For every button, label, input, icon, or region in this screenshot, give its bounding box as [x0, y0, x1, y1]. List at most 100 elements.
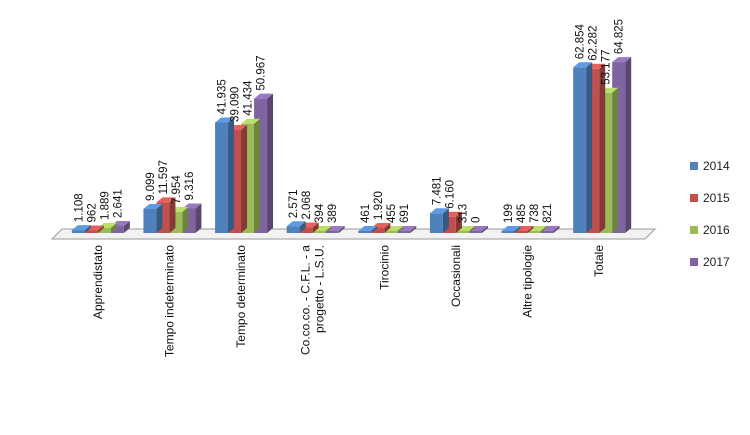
- data-label: 1.889: [99, 191, 111, 220]
- data-label: 461: [360, 204, 372, 223]
- data-label: 313: [457, 204, 469, 223]
- bar-top: [573, 62, 593, 68]
- data-label: 389: [327, 204, 339, 223]
- bar-front: [110, 226, 124, 233]
- data-label: 7.954: [171, 175, 183, 204]
- bar-front: [84, 230, 98, 233]
- bar-front: [527, 231, 541, 233]
- legend-swatch-2017: [690, 258, 698, 266]
- data-labels-group: 1.108 962 1.889 2.641 9.099 11.597 7.954 9.316 4…: [73, 19, 625, 223]
- bar-side: [169, 197, 176, 233]
- bar-side: [586, 62, 593, 233]
- bar-front: [325, 231, 339, 233]
- data-label: 11.597: [158, 160, 170, 194]
- bar-front: [429, 213, 443, 233]
- category-label: Apprendistato: [91, 245, 105, 319]
- category-label: Tempo determinato: [234, 245, 248, 348]
- bar-side: [241, 124, 248, 233]
- category-label: progetto - L.S.U.: [313, 245, 327, 333]
- bar-front: [371, 227, 385, 233]
- data-label: 394: [314, 203, 326, 223]
- bar-front: [215, 122, 229, 233]
- data-label: 50.967: [256, 55, 268, 90]
- bar-side: [384, 222, 391, 233]
- data-label: 962: [86, 203, 98, 222]
- legend-item-2016: 2016: [690, 222, 750, 238]
- bar-front: [384, 231, 398, 233]
- bar-side: [527, 226, 534, 233]
- data-label: 53.177: [601, 50, 613, 85]
- bar-front: [97, 228, 111, 233]
- category-label: Tirocinio: [377, 245, 391, 290]
- bar-top: [241, 118, 261, 124]
- bar-2014-3: [286, 221, 306, 233]
- legend-swatch-2015: [690, 194, 698, 202]
- legend-label-2015: 2015: [703, 191, 730, 205]
- legend-item-2015: 2015: [690, 190, 750, 206]
- legend-label-2017: 2017: [703, 255, 730, 269]
- data-label: 41.935: [217, 79, 229, 114]
- bar-side: [228, 117, 235, 233]
- bar-side: [299, 221, 306, 233]
- legend: 2014 2015 2016 2017: [690, 158, 750, 286]
- bar-side: [625, 57, 632, 233]
- bar-side: [195, 203, 202, 233]
- bar-front: [143, 209, 157, 233]
- chart-floor: [50, 228, 657, 240]
- data-label: 821: [542, 204, 554, 223]
- data-label: 41.434: [243, 80, 255, 116]
- bar-front: [71, 230, 85, 233]
- bar-side: [397, 226, 404, 233]
- data-label: 9.316: [184, 172, 196, 201]
- data-label: 2.571: [288, 189, 300, 218]
- data-label: 1.108: [73, 193, 85, 222]
- category-labels-group: Apprendistato Tempo indeterminato Tempo de…: [91, 245, 606, 357]
- data-label: 455: [386, 204, 398, 223]
- data-label: 199: [503, 204, 515, 223]
- bar-front: [397, 231, 411, 233]
- bar-top: [156, 197, 176, 203]
- bar-top: [429, 208, 449, 214]
- data-label: 0: [470, 217, 482, 223]
- bar-side: [481, 226, 488, 233]
- bar-2014-2: [215, 117, 235, 233]
- bar-side: [110, 223, 117, 233]
- data-label: 62.854: [575, 24, 587, 60]
- bar-top: [143, 204, 163, 210]
- legend-swatch-2014: [690, 162, 698, 170]
- bar-side: [371, 226, 378, 233]
- category-label: Totale: [592, 245, 606, 277]
- bar-front: [468, 231, 482, 233]
- bar-side: [267, 93, 274, 234]
- bar-side: [123, 221, 130, 233]
- data-label: 39.090: [230, 87, 242, 122]
- category-label: Co.co.co. - C.F.L. - a: [299, 245, 313, 355]
- bar-2014-1: [143, 204, 163, 233]
- category-label: Altre tipologie: [521, 245, 535, 318]
- data-label: 2.068: [301, 191, 313, 220]
- bar-side: [540, 226, 547, 233]
- bar-side: [468, 226, 475, 233]
- bar-front: [540, 230, 554, 233]
- bar-2014-5: [429, 208, 449, 233]
- bar-side: [156, 204, 163, 233]
- bar-side: [455, 211, 462, 233]
- legend-label-2016: 2016: [703, 223, 730, 237]
- bar-side: [599, 63, 606, 233]
- bar-side: [254, 118, 261, 233]
- bar-front: [312, 231, 326, 233]
- data-label: 2.641: [112, 189, 124, 218]
- data-label: 9.099: [145, 172, 157, 201]
- bar-top: [215, 117, 235, 123]
- bar-side: [97, 225, 104, 233]
- bar-side: [612, 87, 619, 233]
- bar-front: [358, 231, 372, 233]
- bar-top: [254, 93, 274, 99]
- bar-front: [299, 227, 313, 233]
- data-label: 7.481: [431, 176, 443, 205]
- bar-side: [442, 208, 449, 233]
- bar-top: [71, 225, 91, 231]
- bar-2014-7: [573, 62, 593, 233]
